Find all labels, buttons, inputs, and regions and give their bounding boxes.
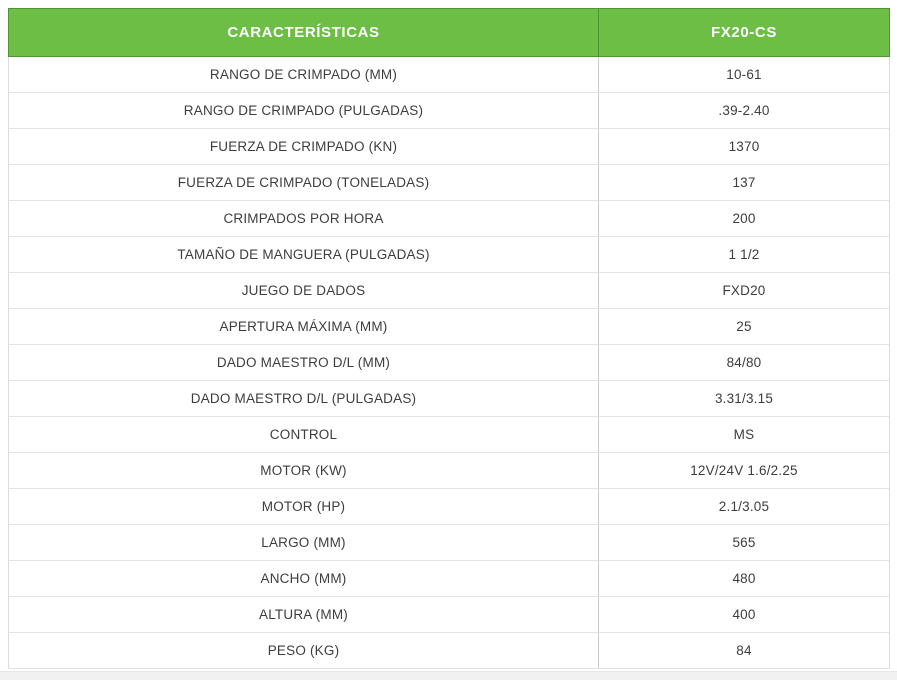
spec-label: CRIMPADOS POR HORA [8,200,599,237]
table-row: LARGO (MM) 565 [8,524,890,561]
spec-value: 137 [598,164,890,201]
spec-value: 84/80 [598,344,890,381]
spec-value: FXD20 [598,272,890,309]
spec-table: CARACTERÍSTICAS FX20-CS RANGO DE CRIMPAD… [8,8,890,669]
spec-label: PESO (KG) [8,632,599,669]
header-row: CARACTERÍSTICAS FX20-CS [8,8,890,57]
header-cell-caracteristicas: CARACTERÍSTICAS [8,8,599,57]
table-row: FUERZA DE CRIMPADO (KN) 1370 [8,128,890,165]
table-row: RANGO DE CRIMPADO (MM) 10-61 [8,56,890,93]
spec-label: MOTOR (KW) [8,452,599,489]
spec-value: 25 [598,308,890,345]
table-row: MOTOR (KW) 12V/24V 1.6/2.25 [8,452,890,489]
spec-value: 565 [598,524,890,561]
table-row: MOTOR (HP) 2.1/3.05 [8,488,890,525]
spec-value: 10-61 [598,56,890,93]
spec-label: ANCHO (MM) [8,560,599,597]
spec-label: RANGO DE CRIMPADO (PULGADAS) [8,92,599,129]
spec-value: 1370 [598,128,890,165]
spec-label: ALTURA (MM) [8,596,599,633]
table-row: PESO (KG) 84 [8,632,890,669]
header-cell-model: FX20-CS [598,8,890,57]
spec-label: MOTOR (HP) [8,488,599,525]
spec-value: 1 1/2 [598,236,890,273]
spec-label: RANGO DE CRIMPADO (MM) [8,56,599,93]
table-row: RANGO DE CRIMPADO (PULGADAS) .39-2.40 [8,92,890,129]
spec-value: 400 [598,596,890,633]
table-row: CRIMPADOS POR HORA 200 [8,200,890,237]
spec-table-header: CARACTERÍSTICAS FX20-CS [8,8,890,57]
table-row: APERTURA MÁXIMA (MM) 25 [8,308,890,345]
spec-label: DADO MAESTRO D/L (MM) [8,344,599,381]
table-row: DADO MAESTRO D/L (MM) 84/80 [8,344,890,381]
spec-table-container: CARACTERÍSTICAS FX20-CS RANGO DE CRIMPAD… [8,8,890,669]
spec-value: 2.1/3.05 [598,488,890,525]
table-row: JUEGO DE DADOS FXD20 [8,272,890,309]
spec-label: FUERZA DE CRIMPADO (KN) [8,128,599,165]
spec-table-body: RANGO DE CRIMPADO (MM) 10-61 RANGO DE CR… [8,56,890,669]
spec-value: 480 [598,560,890,597]
spec-value: .39-2.40 [598,92,890,129]
spec-label: LARGO (MM) [8,524,599,561]
spec-label: CONTROL [8,416,599,453]
table-row: DADO MAESTRO D/L (PULGADAS) 3.31/3.15 [8,380,890,417]
spec-label: FUERZA DE CRIMPADO (TONELADAS) [8,164,599,201]
table-row: ALTURA (MM) 400 [8,596,890,633]
table-row: FUERZA DE CRIMPADO (TONELADAS) 137 [8,164,890,201]
page-bottom-band [0,671,897,680]
spec-value: 84 [598,632,890,669]
spec-label: DADO MAESTRO D/L (PULGADAS) [8,380,599,417]
spec-value: MS [598,416,890,453]
table-row: CONTROL MS [8,416,890,453]
spec-label: APERTURA MÁXIMA (MM) [8,308,599,345]
spec-value: 200 [598,200,890,237]
table-row: TAMAÑO DE MANGUERA (PULGADAS) 1 1/2 [8,236,890,273]
spec-value: 12V/24V 1.6/2.25 [598,452,890,489]
spec-label: JUEGO DE DADOS [8,272,599,309]
spec-label: TAMAÑO DE MANGUERA (PULGADAS) [8,236,599,273]
table-row: ANCHO (MM) 480 [8,560,890,597]
spec-value: 3.31/3.15 [598,380,890,417]
